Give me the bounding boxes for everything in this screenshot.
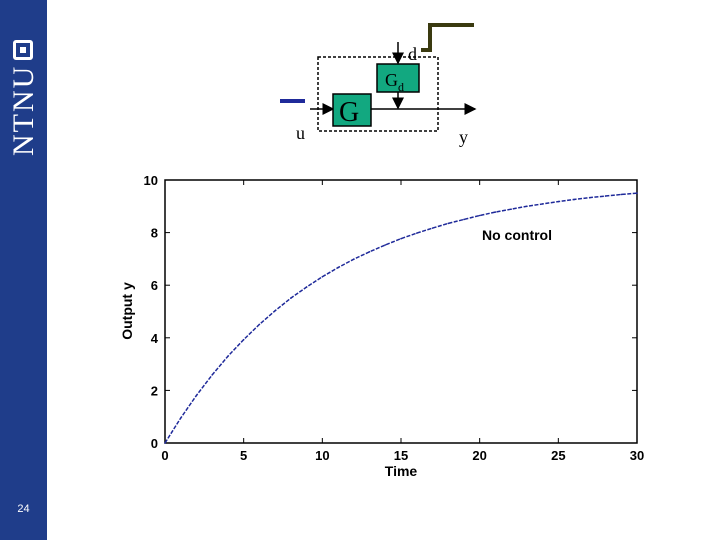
block-diagram: u G Gd d y [280,23,477,147]
data-point [290,297,292,299]
y-axis: 0 2 4 6 8 10 [144,173,637,451]
page-number: 24 [17,503,30,515]
series-points [164,192,638,444]
data-point [368,250,371,253]
x-tick-label: 25 [551,448,565,463]
data-point [305,286,308,288]
data-point [384,244,387,246]
y-tick-label: 6 [151,278,158,293]
y-tick-label: 8 [151,226,158,241]
data-point [164,442,166,444]
x-tick-label: 30 [630,448,644,463]
x-tick-label: 0 [161,448,168,463]
data-point [573,198,575,201]
data-point [478,214,481,217]
y-axis-label: Output y [119,282,135,340]
data-point [179,417,182,419]
plant-block [332,93,372,127]
data-point [211,374,213,376]
disturbance-label: d [408,44,417,64]
data-point [636,192,638,194]
data-point [526,205,528,208]
data-point [321,275,324,278]
data-point [337,266,339,269]
output-label: y [459,127,468,147]
disturbance-block [376,63,420,93]
plot-frame [164,179,638,444]
data-point [227,355,229,358]
data-point [353,258,355,260]
data-point [589,196,591,199]
data-point [510,208,512,210]
disturbance-block-label: Gd [385,70,404,94]
data-point [463,218,465,221]
data-point [541,203,544,205]
chart: 0 5 10 15 20 25 30 0 2 4 6 8 10 No control Time Out… [119,173,644,479]
x-axis-label: Time [385,463,418,479]
y-tick-label: 10 [144,173,158,188]
x-tick-label: 20 [472,448,486,463]
y-tick-label: 0 [151,436,158,451]
data-point [620,193,623,196]
chart-annotation: No control [482,227,552,243]
y-tick-label: 4 [151,331,159,346]
data-point [447,222,450,225]
input-label: u [296,123,305,143]
x-tick-label: 10 [315,448,329,463]
data-point [195,394,198,397]
data-point [258,323,261,326]
ntnu-logo-icon [13,40,33,60]
y-tick-label: 2 [151,383,158,398]
plant-label: G [339,97,359,128]
sidebar-band: NTNU 24 [0,0,47,540]
disturbance-step-mark [421,23,474,52]
data-point [494,211,497,213]
data-point [400,237,402,240]
data-point [415,232,418,234]
data-point [431,227,434,229]
x-tick-label: 15 [394,448,408,463]
data-point [604,195,607,197]
data-point [274,309,276,312]
x-axis: 0 5 10 15 20 25 30 [161,180,644,463]
x-tick-label: 5 [240,448,247,463]
process-boundary [317,56,439,132]
data-point [242,338,245,341]
data-point [557,200,560,203]
